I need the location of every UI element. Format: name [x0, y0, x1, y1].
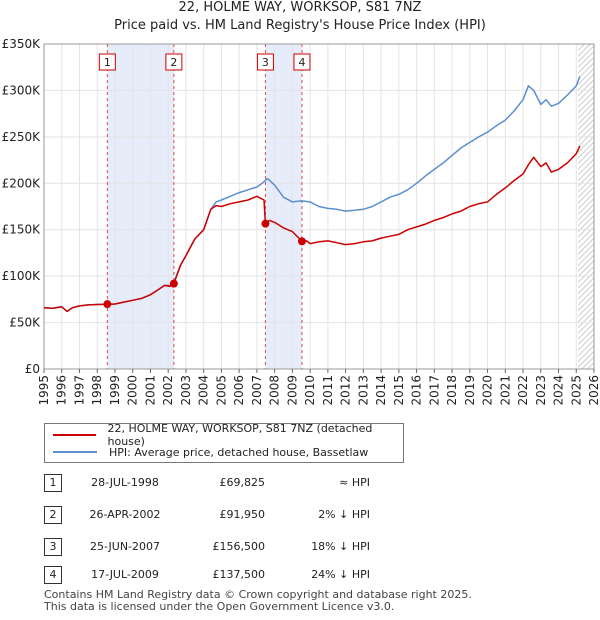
x-tick-label: 2012	[339, 375, 353, 406]
chart-title: 22, HOLME WAY, WORKSOP, S81 7NZ	[178, 0, 422, 15]
ownership-period-shade	[265, 44, 302, 369]
transaction-row: 4 17-JUL-2009 £137,500 24% ↓ HPI	[0, 566, 600, 586]
transaction-price: £156,500	[212, 540, 266, 553]
y-tick-label: £200K	[2, 176, 42, 190]
x-tick-label: 1999	[108, 375, 122, 406]
footer: Contains HM Land Registry data © Crown c…	[44, 589, 472, 613]
x-tick-label: 2013	[356, 375, 370, 406]
x-tick-label: 1995	[37, 375, 51, 406]
x-tick-label: 2023	[534, 375, 548, 406]
x-tick-label: 2024	[552, 375, 566, 406]
x-tick-label: 2006	[232, 375, 246, 406]
sale-number-label: 3	[262, 56, 269, 69]
transaction-hpi-relation: 18% ↓ HPI	[311, 540, 370, 553]
transaction-row: 1 28-JUL-1998 £69,825 ≈ HPI	[0, 474, 600, 494]
transaction-hpi-relation: 24% ↓ HPI	[311, 568, 370, 581]
sale-number-box	[98, 53, 116, 71]
x-tick-label: 2011	[321, 375, 335, 406]
x-tick-label: 1996	[55, 375, 69, 406]
transaction-row: 3 25-JUN-2007 £156,500 18% ↓ HPI	[0, 538, 600, 558]
x-tick-label: 2025	[569, 375, 583, 406]
y-tick-label: £300K	[2, 83, 42, 97]
forecast-hatch	[578, 44, 594, 369]
transaction-date: 28-JUL-1998	[91, 476, 159, 489]
sale-point	[169, 279, 178, 288]
legend-item-hpi: HPI: Average price, detached house, Bass…	[53, 444, 368, 460]
x-tick-label: 1998	[90, 375, 104, 406]
transaction-date: 26-APR-2002	[89, 508, 161, 521]
x-tick-label: 2002	[161, 375, 175, 406]
x-tick-label: 2018	[445, 375, 459, 406]
transaction-number: 4	[44, 566, 62, 584]
x-tick-label: 2020	[481, 375, 495, 406]
x-tick-label: 2021	[498, 375, 512, 406]
legend-label-property: 22, HOLME WAY, WORKSOP, S81 7NZ (detache…	[107, 422, 373, 448]
y-tick-label: £150K	[2, 223, 42, 237]
x-tick-label: 2014	[374, 375, 388, 406]
ownership-period-shade	[107, 44, 174, 369]
legend-item-property: 22, HOLME WAY, WORKSOP, S81 7NZ (detache…	[53, 422, 403, 448]
y-tick-label: £100K	[2, 269, 42, 283]
legend-swatch-property	[53, 434, 96, 436]
x-tick-label: 2009	[285, 375, 299, 406]
sale-point	[103, 300, 112, 309]
sale-number-box	[165, 53, 183, 71]
x-tick-label: 2008	[268, 375, 282, 406]
plot-border	[43, 43, 595, 370]
x-tick-label: 2026	[587, 375, 600, 406]
x-tick-label: 2000	[126, 375, 140, 406]
transaction-price: £69,825	[219, 476, 266, 489]
transaction-hpi-relation: ≈ HPI	[339, 476, 370, 489]
y-tick-label: £50K	[9, 316, 41, 330]
footer-licence: This data is licensed under the Open Gov…	[44, 600, 395, 613]
sale-number-label: 1	[104, 56, 111, 69]
x-tick-label: 2016	[410, 375, 424, 406]
transaction-row: 2 26-APR-2002 £91,950 2% ↓ HPI	[0, 506, 600, 526]
footer-copyright: Contains HM Land Registry data © Crown c…	[44, 588, 472, 601]
sale-point	[297, 237, 306, 246]
transaction-price: £137,500	[212, 568, 266, 581]
x-tick-label: 2004	[197, 375, 211, 406]
chart-subtitle: Price paid vs. HM Land Registry's House …	[114, 18, 486, 33]
legend-swatch-hpi	[53, 451, 97, 453]
x-tick-label: 2017	[427, 375, 441, 406]
legend: 22, HOLME WAY, WORKSOP, S81 7NZ (detache…	[44, 422, 404, 463]
x-tick-label: 2007	[250, 375, 264, 406]
transaction-date: 25-JUN-2007	[89, 540, 161, 553]
x-tick-label: 2010	[303, 375, 317, 406]
sale-number-box	[256, 53, 274, 71]
x-tick-label: 1997	[72, 375, 86, 406]
sale-number-label: 4	[298, 56, 305, 69]
x-tick-label: 2001	[143, 375, 157, 406]
transaction-date: 17-JUL-2009	[91, 568, 159, 581]
x-tick-label: 2005	[214, 375, 228, 406]
transaction-number: 1	[44, 474, 62, 492]
sale-number-box	[293, 53, 311, 71]
sale-number-label: 2	[170, 56, 177, 69]
price-chart: £0 £50K £100K £150K £200K £250K £300K £350K 1995…	[2, 37, 600, 406]
x-tick-label: 2003	[179, 375, 193, 406]
y-tick-label: £0	[25, 362, 40, 376]
transaction-price: £91,950	[219, 508, 266, 521]
transaction-number: 3	[44, 538, 62, 556]
legend-label-hpi: HPI: Average price, detached house, Bass…	[109, 445, 369, 459]
x-tick-label: 2022	[516, 375, 530, 406]
y-tick-label: £250K	[2, 130, 42, 144]
transaction-hpi-relation: 2% ↓ HPI	[318, 508, 370, 521]
sale-point	[261, 219, 270, 228]
x-tick-label: 2015	[392, 375, 406, 406]
y-tick-label: £350K	[2, 37, 42, 51]
x-tick-label: 2019	[463, 375, 477, 406]
transaction-number: 2	[44, 506, 62, 524]
